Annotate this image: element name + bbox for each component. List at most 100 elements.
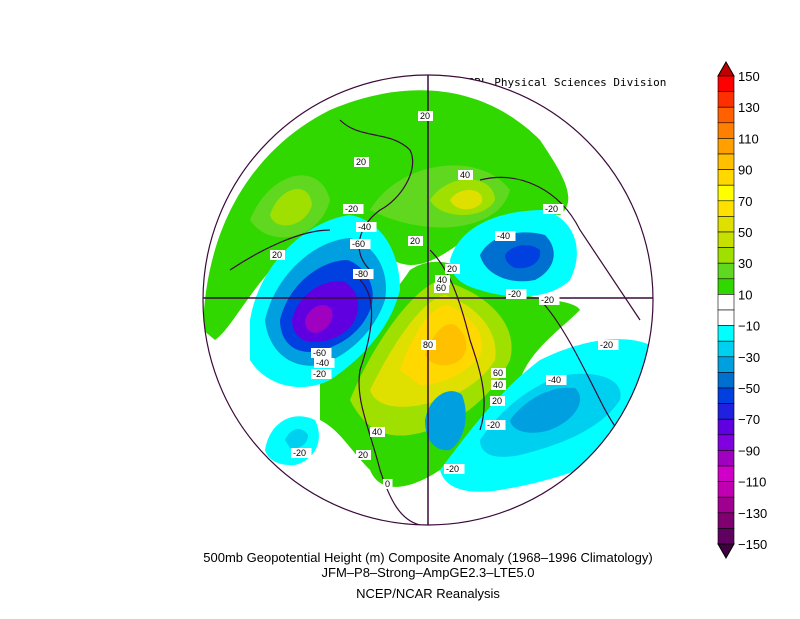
anomaly-neg-europe-50 (505, 245, 541, 269)
contour-label-bg (270, 250, 285, 260)
colorbar-swatch (717, 387, 735, 404)
anomaly-neg-atlantic-40 (510, 387, 581, 433)
contour-label: 20 (356, 157, 366, 167)
contour-label-bg (506, 289, 527, 299)
colorbar-tick-label: −50 (738, 381, 760, 396)
colorbar-tick-label: −10 (738, 319, 760, 334)
contour-label-bg (350, 239, 371, 249)
colorbar-swatch (717, 496, 735, 514)
colorbar-tick-label: −70 (738, 412, 760, 427)
contour-label-bg (408, 236, 423, 246)
colorbar-tick-label: −90 (738, 443, 760, 458)
colorbar-tick-label: 50 (738, 225, 752, 240)
colorbar-tick-label: 130 (738, 100, 760, 115)
contour-label: 0 (385, 479, 390, 489)
contour-label-bg (370, 427, 385, 437)
contour-label: -20 (600, 340, 613, 350)
colorbar-swatch (717, 184, 735, 202)
contour-label: -20 (293, 448, 306, 458)
contour-label-bg (311, 369, 332, 379)
colorbar-tick-label: −130 (738, 506, 767, 521)
contour-label: 20 (358, 450, 368, 460)
colorbar-swatch (717, 450, 735, 467)
contour-label: -60 (352, 239, 365, 249)
contour-label: -60 (313, 348, 326, 358)
contour-label-bg (458, 170, 473, 180)
anomaly-neg-pacific-90 (305, 305, 333, 333)
contour-label: -20 (545, 204, 558, 214)
contour-label-bg (291, 448, 312, 458)
colorbar-swatch (717, 138, 735, 155)
colorbar-swatch (717, 434, 735, 451)
contour-label-bg (490, 396, 505, 406)
contour-label: -20 (487, 420, 500, 430)
contour-label: -20 (508, 289, 521, 299)
colorbar-swatch (717, 512, 735, 529)
colorbar: 150 130 110 90 70 50 30 10 −10 −30 −50 −70 −90 −110 −1… (717, 60, 767, 560)
anomaly-neg-hudson (425, 391, 466, 451)
anomaly-pos-50 (450, 190, 483, 210)
colorbar-swatch (717, 153, 735, 170)
contour-label: 40 (372, 427, 382, 437)
contour-label-bg (539, 295, 560, 305)
contour-label-bg (445, 264, 460, 274)
contour-label-bg (311, 348, 332, 358)
contour-label: -40 (316, 358, 329, 368)
contour-label: -40 (497, 231, 510, 241)
contour-label-bg (343, 204, 364, 214)
contour-label: -20 (446, 464, 459, 474)
contour-label: 20 (492, 396, 502, 406)
anomaly-pos-40 (270, 179, 495, 226)
contour-label: 20 (410, 236, 420, 246)
chart-subtitle: JFM–P8–Strong–AmpGE2.3–LTE5.0 (321, 565, 535, 580)
contour-label-bg (314, 358, 335, 368)
colorbar-tick-label: 10 (738, 287, 752, 302)
contour-label-bg (434, 283, 449, 293)
contour-label: 60 (493, 368, 503, 378)
contour-label: -20 (345, 204, 358, 214)
contour-label-bg (491, 380, 506, 390)
colorbar-swatch (717, 294, 735, 311)
contour-label: 40 (493, 380, 503, 390)
colorbar-tick-label: 90 (738, 163, 752, 178)
contour-label-bg (353, 269, 374, 279)
colorbar-tick-label: −150 (738, 537, 767, 552)
colorbar-swatch (717, 200, 735, 217)
contour-label-bg (485, 420, 506, 430)
contour-label-bg (421, 340, 436, 350)
colorbar-swatch (717, 528, 735, 545)
contour-label: -40 (358, 222, 371, 232)
contour-label: -20 (313, 369, 326, 379)
contour-label: 20 (272, 250, 282, 260)
colorbar-swatch (717, 481, 735, 498)
colorbar-swatch (717, 75, 735, 92)
contour-label-bg (598, 340, 619, 350)
contour-label: 40 (460, 170, 470, 180)
contour-label: 20 (420, 111, 430, 121)
contour-label-bg (543, 204, 564, 214)
contour-label-bg (418, 111, 433, 121)
polar-map: 2020402020-20-40-60-80-60-40-2020406080-… (202, 74, 654, 526)
colorbar-swatch (717, 106, 735, 124)
anomaly-pos-30 (250, 165, 510, 238)
colorbar-swatch (717, 247, 735, 264)
contour-label-bg (354, 157, 369, 167)
contour-label: 40 (437, 275, 447, 285)
colorbar-swatch (717, 403, 735, 420)
contour-label-bg (546, 375, 567, 385)
contour-labels: 2020402020-20-40-60-80-60-40-2020406080-… (270, 111, 619, 489)
colorbar-swatch (717, 278, 735, 295)
contour-label: 20 (447, 264, 457, 274)
colorbar-swatch (717, 356, 735, 373)
colorbar-swatch (717, 262, 735, 280)
colorbar-swatch (717, 418, 735, 436)
colorbar-tick-label: −110 (738, 475, 766, 490)
contour-label-bg (491, 368, 506, 378)
contour-label-bg (495, 231, 516, 241)
colorbar-swatch (717, 309, 735, 326)
contour-label: -40 (548, 375, 561, 385)
map-boundary (202, 74, 654, 526)
contour-label: 80 (423, 340, 433, 350)
chart-title: 500mb Geopotential Height (m) Composite … (203, 550, 653, 565)
colorbar-swatch (717, 465, 735, 482)
